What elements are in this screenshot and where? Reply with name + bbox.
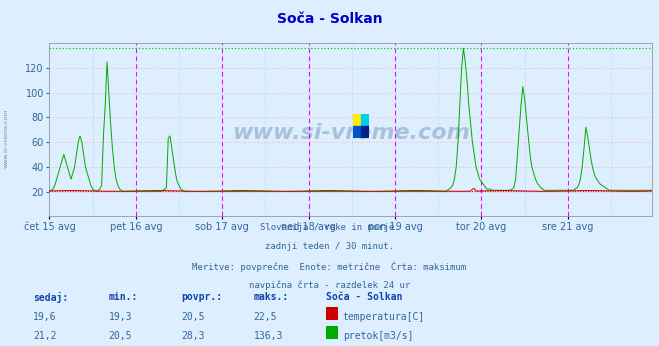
Text: maks.:: maks.:: [254, 292, 289, 302]
Bar: [353, 126, 361, 138]
Text: www.si-vreme.com: www.si-vreme.com: [232, 123, 470, 143]
Text: zadnji teden / 30 minut.: zadnji teden / 30 minut.: [265, 242, 394, 251]
Text: Slovenija / reke in morje.: Slovenija / reke in morje.: [260, 223, 399, 232]
Text: Meritve: povprečne  Enote: metrične  Črta: maksimum: Meritve: povprečne Enote: metrične Črta:…: [192, 261, 467, 272]
Text: sedaj:: sedaj:: [33, 292, 68, 303]
Text: 19,6: 19,6: [33, 312, 57, 322]
Bar: [361, 126, 369, 138]
Text: 28,3: 28,3: [181, 331, 205, 342]
Text: 20,5: 20,5: [109, 331, 132, 342]
Text: 19,3: 19,3: [109, 312, 132, 322]
Text: povpr.:: povpr.:: [181, 292, 222, 302]
Text: pretok[m3/s]: pretok[m3/s]: [343, 331, 413, 342]
Text: Soča - Solkan: Soča - Solkan: [277, 12, 382, 26]
Text: min.:: min.:: [109, 292, 138, 302]
Text: Soča - Solkan: Soča - Solkan: [326, 292, 403, 302]
Text: 21,2: 21,2: [33, 331, 57, 342]
Text: 20,5: 20,5: [181, 312, 205, 322]
Text: 136,3: 136,3: [254, 331, 283, 342]
Text: 22,5: 22,5: [254, 312, 277, 322]
Text: www.si-vreme.com: www.si-vreme.com: [3, 109, 9, 168]
Text: navpična črta - razdelek 24 ur: navpična črta - razdelek 24 ur: [249, 280, 410, 290]
Text: temperatura[C]: temperatura[C]: [343, 312, 425, 322]
Bar: [361, 114, 369, 126]
Bar: [353, 114, 361, 126]
